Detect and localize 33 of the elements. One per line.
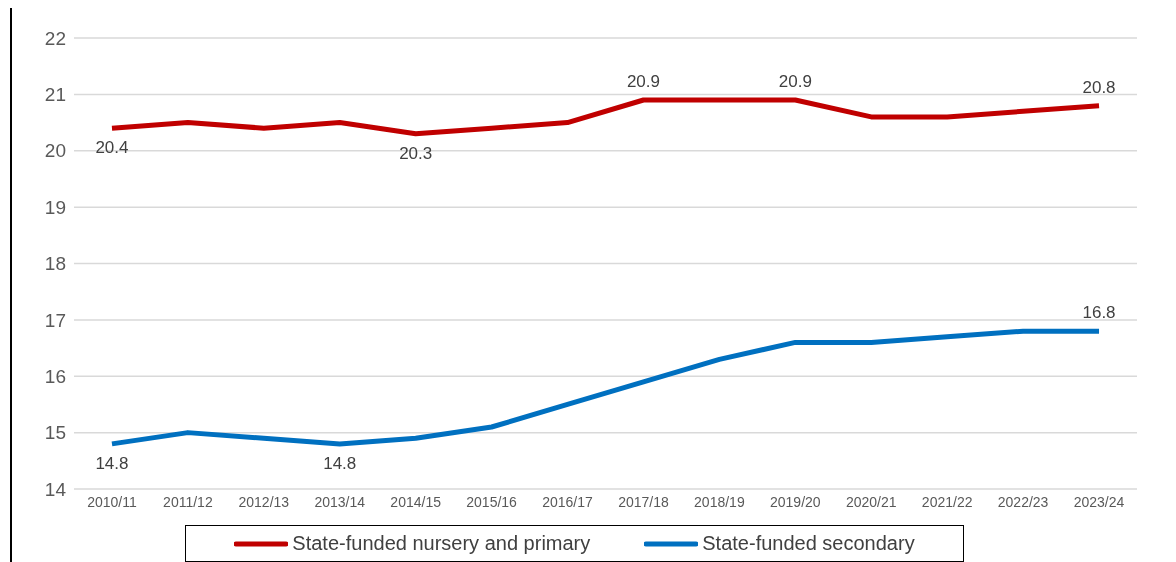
- data-label: 16.8: [1082, 303, 1116, 323]
- data-label: 20.8: [1082, 77, 1116, 97]
- x-tick-label: 2020/21: [845, 493, 897, 510]
- y-tick-label: 18: [44, 253, 66, 275]
- x-tick-label: 2011/12: [163, 493, 213, 510]
- data-label: 20.4: [95, 138, 129, 158]
- y-tick-label: 21: [44, 84, 66, 106]
- y-tick-label: 22: [44, 27, 66, 49]
- x-tick-label: 2013/14: [314, 493, 366, 510]
- data-label: 20.3: [399, 143, 433, 163]
- x-tick-label: 2016/17: [542, 493, 594, 510]
- x-tick-label: 2012/13: [238, 493, 290, 510]
- y-tick-label: 16: [44, 365, 66, 387]
- y-tick-label: 20: [44, 140, 66, 162]
- y-tick-label: 17: [44, 309, 66, 331]
- data-label: 14.8: [95, 453, 129, 473]
- x-tick-label: 2017/18: [618, 493, 669, 510]
- x-tick-label: 2010/11: [87, 493, 137, 510]
- y-tick-label: 14: [44, 478, 67, 500]
- x-tick-label: 2019/20: [770, 493, 821, 510]
- x-tick-label: 2015/16: [466, 493, 518, 510]
- data-label: 20.9: [778, 72, 812, 92]
- data-label: 20.9: [626, 72, 661, 92]
- legend-label: State-funded secondary: [701, 532, 915, 555]
- x-tick-label: 2021/22: [921, 493, 973, 510]
- x-tick-label: 2023/24: [1073, 493, 1125, 510]
- x-tick-label: 2014/15: [390, 493, 442, 510]
- y-tick-label: 19: [44, 196, 66, 218]
- y-tick-label: 15: [44, 422, 66, 444]
- x-tick-label: 2018/19: [694, 493, 745, 510]
- legend-label: State-funded nursery and primary: [291, 532, 591, 555]
- data-label: 14.8: [323, 453, 357, 473]
- x-tick-label: 2022/23: [997, 493, 1049, 510]
